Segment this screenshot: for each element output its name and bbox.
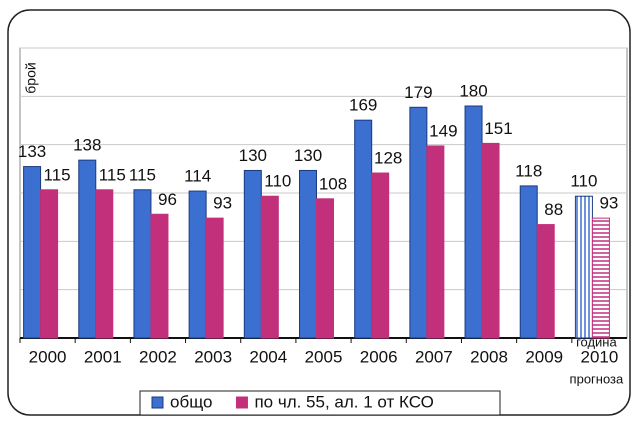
value-label: 115 [99, 165, 126, 184]
value-label: 149 [429, 121, 457, 140]
value-label: 118 [515, 161, 542, 180]
bar [40, 189, 59, 339]
value-label: 93 [599, 194, 618, 213]
value-label: 88 [544, 200, 563, 219]
bar [409, 106, 428, 339]
x-tick-label: 2009 [525, 347, 563, 366]
value-label: 138 [73, 136, 101, 155]
value-label: 114 [184, 167, 211, 186]
bar [354, 119, 373, 339]
value-label: 180 [459, 81, 487, 100]
bar [371, 172, 390, 339]
bar [481, 142, 500, 339]
value-label: 133 [18, 142, 46, 161]
value-label: 108 [319, 174, 347, 193]
x-tick-label: 2005 [305, 347, 343, 366]
bar [591, 217, 610, 339]
bar [299, 169, 317, 339]
value-label: 128 [374, 149, 402, 168]
legend-label: общо [170, 392, 212, 411]
value-label: 151 [484, 119, 512, 138]
annotation: година [576, 334, 617, 349]
x-tick-label: 2006 [360, 347, 398, 366]
bar [205, 217, 224, 339]
value-label: 130 [294, 146, 322, 165]
bar [133, 189, 152, 339]
y-axis-label: брой [23, 62, 39, 93]
value-label: 169 [349, 96, 377, 115]
bar [23, 166, 42, 339]
bar [150, 213, 169, 339]
x-tick-label: 2001 [84, 347, 122, 366]
x-tick-label: 2003 [194, 347, 232, 366]
value-label: 96 [158, 190, 177, 209]
x-tick-label: 2010 [580, 347, 618, 366]
bar [243, 169, 262, 339]
bar [519, 185, 538, 339]
bar [188, 190, 207, 339]
value-label: 115 [129, 165, 156, 184]
legend-swatch [235, 396, 248, 409]
x-tick-label: 2000 [29, 347, 67, 366]
value-label: 115 [44, 165, 71, 184]
bar [536, 224, 555, 339]
value-label: 110 [570, 172, 597, 191]
bar [316, 198, 334, 339]
x-tick-label: 2007 [415, 347, 453, 366]
value-label: 93 [213, 194, 232, 213]
annotation: прогноза [570, 371, 624, 386]
value-label: 110 [264, 172, 291, 191]
legend-swatch [151, 396, 164, 409]
bar [464, 105, 483, 339]
legend-label: по чл. 55, ал. 1 от КСО [254, 392, 433, 411]
legend-box [139, 390, 501, 416]
x-tick-label: 2002 [139, 347, 177, 366]
bar [95, 189, 114, 339]
bar [426, 145, 445, 339]
x-tick-label: 2008 [470, 347, 508, 366]
bar [78, 159, 97, 339]
bar [574, 195, 593, 339]
bar [260, 195, 279, 339]
value-label: 179 [404, 83, 432, 102]
value-label: 130 [239, 146, 267, 165]
x-tick-label: 2004 [249, 347, 287, 366]
